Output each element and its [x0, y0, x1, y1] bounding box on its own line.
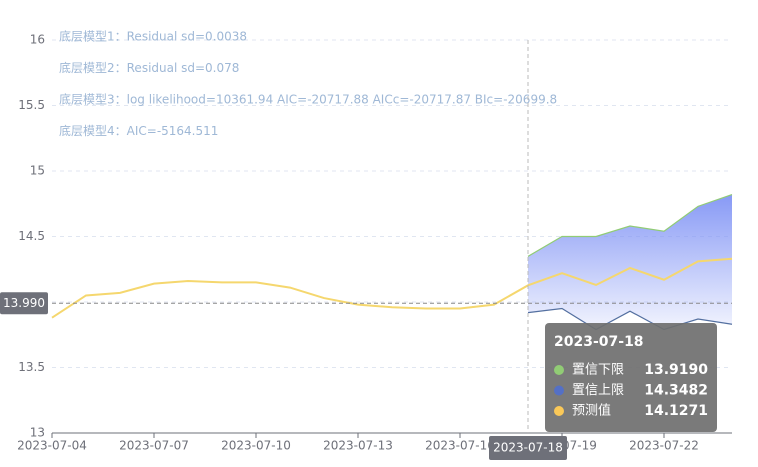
tooltip-marker [554, 365, 564, 375]
tooltip-marker [554, 406, 564, 416]
tooltip-series-name: 置信上限 [572, 383, 624, 398]
x-tick-label: 2023-07-04 [17, 439, 87, 453]
series-line [527, 307, 733, 331]
y-tick-label: 13 [30, 426, 45, 440]
annotation: 底层模型1：Residual sd=0.0038 [59, 29, 247, 44]
pointer-label-box [489, 436, 567, 460]
y-tick-label: 14.5 [18, 229, 45, 243]
series-line [51, 257, 733, 319]
x-tick-label: 2023-07-22 [629, 439, 699, 453]
tooltip-series-name: 预测值 [572, 403, 611, 419]
annotation: 底层模型4：AIC=-5164.511 [59, 123, 218, 138]
tooltip-marker [554, 385, 564, 396]
y-tick-label: 13.5 [18, 360, 45, 374]
pointer-label: 2023-07-18 [493, 441, 563, 455]
tooltip-title: 2023-07-18 [554, 334, 644, 350]
x-tick-label: 2023-07-07 [119, 439, 189, 453]
series-line [527, 194, 733, 257]
x-tick-label: 2023-07-16 [425, 439, 495, 453]
annotation: 底层模型2：Residual sd=0.078 [59, 60, 239, 75]
tooltip-value: 14.3482 [644, 383, 708, 399]
mark-label: 13.990 [3, 296, 45, 310]
tooltip-value: 14.1271 [644, 403, 708, 419]
annotation: 底层模型3：log likelihood=10361.94 AIC=-20717… [59, 92, 557, 107]
mark-label-box [0, 292, 48, 315]
x-tick-label: 2023-07-10 [221, 439, 291, 453]
y-tick-label: 15 [30, 164, 45, 178]
x-tick-label: 2023-07-13 [323, 439, 393, 453]
tooltip [545, 323, 717, 432]
tooltip-series-name: 置信下限 [572, 363, 624, 378]
confidence-band [528, 194, 732, 330]
y-tick-label: 16 [30, 33, 45, 47]
tooltip-value: 13.9190 [644, 362, 708, 378]
y-tick-label: 15.5 [18, 98, 45, 112]
